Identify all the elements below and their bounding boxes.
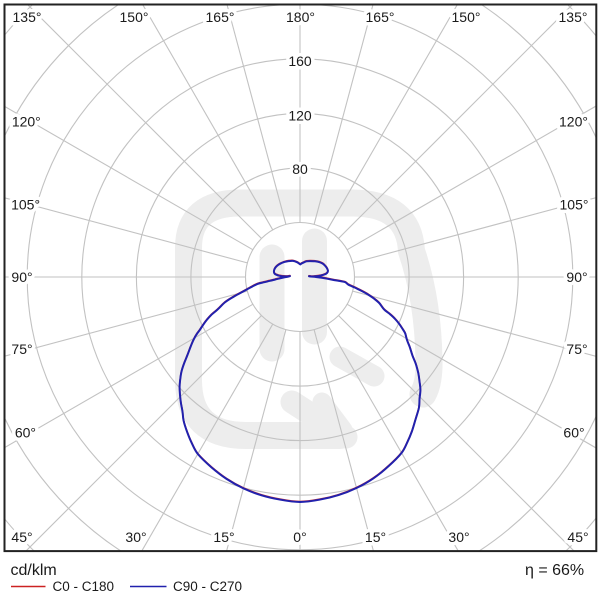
svg-text:45°: 45° [567,529,588,545]
svg-text:30°: 30° [448,529,469,545]
svg-text:80: 80 [292,161,308,177]
svg-text:165°: 165° [366,9,395,25]
svg-text:105°: 105° [560,197,589,213]
svg-text:105°: 105° [11,197,40,213]
svg-text:120°: 120° [12,114,41,130]
svg-text:15°: 15° [213,529,234,545]
svg-text:165°: 165° [206,9,235,25]
svg-text:45°: 45° [11,529,32,545]
svg-text:C90 - C270: C90 - C270 [173,579,242,594]
svg-text:120: 120 [288,107,312,123]
svg-text:90°: 90° [11,269,32,285]
svg-text:75°: 75° [566,341,587,357]
svg-text:60°: 60° [563,425,584,441]
svg-text:120°: 120° [559,114,588,130]
svg-text:30°: 30° [125,529,146,545]
svg-text:cd/klm: cd/klm [11,562,57,579]
svg-text:15°: 15° [365,529,386,545]
svg-text:90°: 90° [566,269,587,285]
svg-text:135°: 135° [13,9,42,25]
svg-text:75°: 75° [11,341,32,357]
svg-text:150°: 150° [120,9,149,25]
svg-text:η = 66%: η = 66% [525,562,584,579]
svg-text:150°: 150° [452,9,481,25]
svg-text:0°: 0° [293,529,306,545]
svg-text:135°: 135° [559,9,588,25]
svg-text:C0 - C180: C0 - C180 [53,579,115,594]
svg-text:180°: 180° [286,9,315,25]
svg-text:160: 160 [288,53,312,69]
svg-text:60°: 60° [15,425,36,441]
